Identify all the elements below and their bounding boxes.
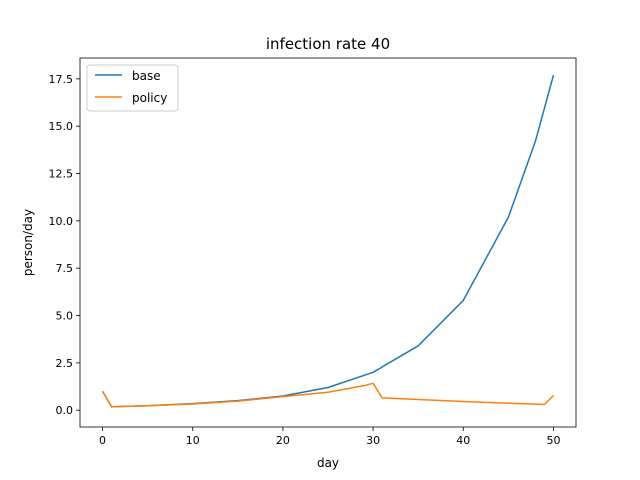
y-tick-label: 2.5 [56, 357, 74, 370]
ticks-layer: 0 10 20 30 40 50 0.0 2.5 5.0 7.5 10.0 12.5 15.0 17.5 [49, 73, 561, 447]
x-tick-label: 40 [456, 434, 470, 447]
y-tick-label: 15.0 [49, 120, 74, 133]
y-tick-label: 12.5 [49, 168, 74, 181]
x-tick-label: 30 [366, 434, 380, 447]
series-layer [101, 74, 555, 408]
x-axis-label: day [317, 456, 339, 470]
plot-frame [79, 57, 577, 428]
y-tick-label: 10.0 [49, 215, 74, 228]
legend: base policy [86, 64, 179, 112]
legend-label-base: base [132, 69, 161, 83]
y-tick-label: 5.0 [56, 310, 74, 323]
y-tick-label: 0.0 [56, 404, 74, 417]
series-line-policy [101, 382, 555, 408]
chart-title: infection rate 40 [266, 35, 390, 53]
y-axis-label: person/day [21, 209, 35, 276]
x-tick-label: 50 [546, 434, 560, 447]
legend-label-policy: policy [132, 91, 167, 105]
y-tick-label: 17.5 [49, 73, 74, 86]
x-tick-label: 10 [186, 434, 200, 447]
legend-box [86, 64, 179, 112]
x-tick-label: 0 [99, 434, 106, 447]
y-tick-label: 7.5 [56, 262, 74, 275]
x-tick-label: 20 [276, 434, 290, 447]
